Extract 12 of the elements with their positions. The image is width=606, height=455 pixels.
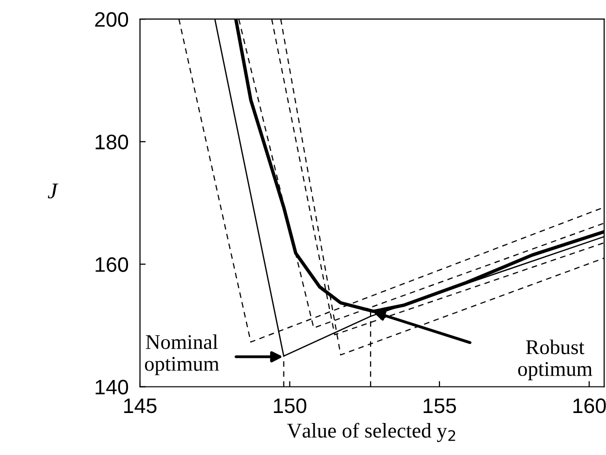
annotation: Robust optimum — [518, 340, 592, 380]
x-tick-label: 160 — [573, 398, 606, 414]
x-tick-label: 155 — [424, 398, 456, 414]
x-axis-title: Value of selected y$_{2}$ — [287, 422, 456, 442]
y-tick-label: 180 — [96, 134, 128, 150]
y-tick-label: 160 — [96, 257, 128, 272]
x-tick-label: 150 — [274, 398, 306, 414]
y-axis-title: J — [48, 184, 58, 198]
y-tick-label: 140 — [96, 380, 128, 395]
annotation: Nominal optimum — [144, 334, 220, 376]
x-tick-label: 145 — [124, 398, 156, 414]
y-tick-label: 200 — [95, 12, 128, 27]
